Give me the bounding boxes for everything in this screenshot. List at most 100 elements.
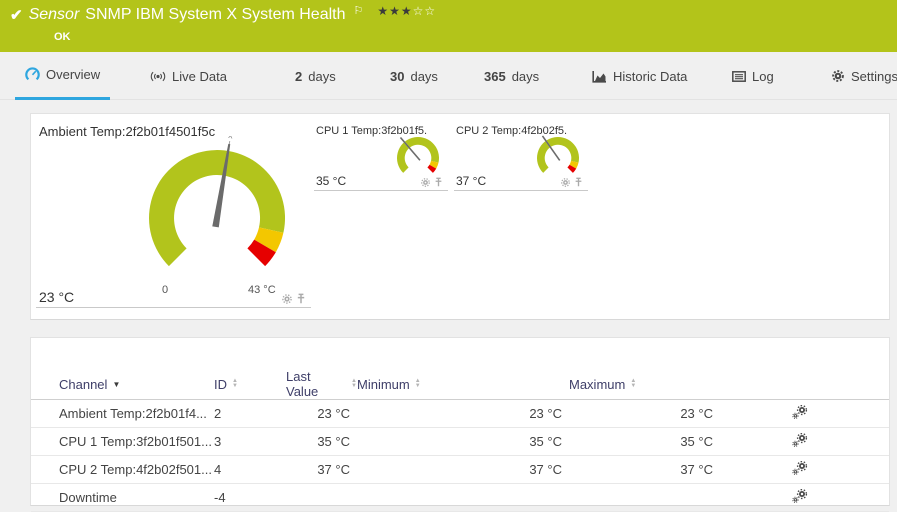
gauge-title: CPU 2 Temp:4f2b02f5...: [456, 125, 568, 137]
channel-id: 2: [214, 399, 286, 428]
gauge-value: 23 °C: [39, 289, 75, 305]
channel-settings-gears-icon[interactable]: [792, 460, 808, 478]
maximum-value: [569, 483, 720, 512]
axis-max-label: 43 °C: [248, 284, 276, 296]
channel-id: 4: [214, 455, 286, 484]
gauge-title: Ambient Temp:2f2b01f4501f5c: [39, 124, 216, 139]
average-marker: x̄: [228, 136, 235, 141]
table-row: Ambient Temp:2f2b01f4... 2 23 °C 23 °C 2…: [31, 399, 889, 428]
column-header-last-value[interactable]: Last Value ▲ ▼: [286, 369, 357, 399]
pin-primary-channel-icon[interactable]: [296, 293, 306, 305]
channel-name: Downtime: [31, 483, 214, 512]
table-row: Downtime -4: [31, 483, 889, 512]
gauges-panel: Ambient Temp:2f2b01f4501f5c x̄ 0 43 °C 2…: [30, 113, 890, 320]
historic-chart-icon: [592, 70, 606, 83]
status-badge: OK: [54, 31, 71, 43]
object-kind-label: Sensor: [28, 6, 80, 23]
sort-icon: ▲ ▼: [414, 378, 421, 389]
maximum-value: 23 °C: [569, 399, 720, 428]
tab-label-number: 365: [484, 68, 506, 84]
minimum-value: 23 °C: [357, 399, 569, 428]
tab-label: days: [308, 68, 336, 84]
column-header-maximum[interactable]: Maximum ▲ ▼: [569, 376, 637, 392]
stars-empty[interactable]: ☆☆: [412, 4, 437, 18]
pin-primary-channel-icon[interactable]: [574, 177, 583, 188]
gauge-needle: [212, 143, 231, 228]
gauge-value: 37 °C: [456, 174, 487, 188]
minimum-value: [357, 483, 569, 512]
minimum-value: 37 °C: [357, 455, 569, 484]
table-row: CPU 1 Temp:3f2b01f501... 3 35 °C 35 °C 3…: [31, 427, 889, 456]
tab-label: Historic Data: [613, 68, 688, 84]
ok-check-icon: ✔: [10, 7, 23, 24]
tab-365-days[interactable]: 365 days: [484, 52, 539, 100]
column-header-minimum[interactable]: Minimum ▲ ▼: [357, 376, 421, 392]
ambient-temp-gauge: x̄: [149, 136, 286, 267]
channel-settings-gears-icon[interactable]: [792, 488, 808, 506]
last-value: 23 °C: [286, 399, 357, 428]
tab-settings[interactable]: Settings: [831, 52, 897, 100]
last-value: [286, 483, 357, 512]
gauge-cpu2-temp: CPU 2 Temp:4f2b02f5... 37 °C: [454, 120, 588, 191]
channel-id: -4: [214, 483, 286, 512]
tab-label-number: 2: [295, 68, 303, 84]
live-data-icon: [150, 71, 166, 81]
tab-log[interactable]: Log: [732, 52, 774, 100]
tab-label: days: [410, 68, 438, 84]
tab-label: Settings: [851, 68, 897, 84]
cpu1-temp-gauge: [397, 136, 440, 173]
tab-label: days: [511, 68, 540, 84]
channel-settings-gears-icon[interactable]: [792, 432, 808, 450]
channel-settings-gear-icon[interactable]: [420, 177, 431, 188]
maximum-value: 35 °C: [569, 427, 720, 456]
pin-primary-channel-icon[interactable]: [434, 177, 443, 188]
tab-2-days[interactable]: 2 days: [295, 52, 336, 100]
gauge-title: CPU 1 Temp:3f2b01f5...: [316, 125, 428, 137]
last-value: 35 °C: [286, 427, 357, 456]
gauge-cpu1-temp: CPU 1 Temp:3f2b01f5... 35 °C: [314, 120, 448, 191]
sort-icon: ▲ ▼: [351, 378, 357, 389]
tab-historic-data[interactable]: Historic Data: [592, 52, 687, 100]
tab-label: Live Data: [172, 68, 227, 84]
cpu2-temp-gauge: [537, 135, 580, 173]
channel-name: CPU 2 Temp:4f2b02f501...: [31, 455, 214, 484]
gauge-value: 35 °C: [316, 174, 347, 188]
channel-id: 3: [214, 427, 286, 456]
tab-label-number: 30: [390, 68, 405, 84]
tab-label: Overview: [46, 67, 101, 82]
stars-filled[interactable]: ★★★: [377, 4, 413, 18]
tab-overview[interactable]: Overview: [15, 52, 111, 100]
tab-30-days[interactable]: 30 days: [390, 52, 438, 100]
priority-flag-icon[interactable]: ⚐: [353, 4, 364, 17]
channel-settings-gears-icon[interactable]: [792, 404, 808, 422]
tab-live-data[interactable]: Live Data: [150, 52, 227, 100]
minimum-value: 35 °C: [357, 427, 569, 456]
tab-bar: Overview Live Data 2 days 30 days 365 da…: [0, 52, 897, 100]
tab-label: Log: [752, 68, 774, 84]
column-header-id[interactable]: ID ▲ ▼: [214, 376, 238, 392]
channel-settings-gear-icon[interactable]: [281, 293, 293, 305]
sort-icon: ▲ ▼: [630, 378, 637, 389]
channel-name: Ambient Temp:2f2b01f4...: [31, 399, 214, 428]
gauge-needle: [399, 136, 421, 161]
gauge-icon: [25, 67, 40, 81]
log-list-icon: [732, 70, 746, 82]
sort-desc-icon: ▼: [112, 379, 121, 389]
axis-min-label: 0: [162, 284, 169, 296]
last-value: 37 °C: [286, 455, 357, 484]
table-row: CPU 2 Temp:4f2b02f501... 4 37 °C 37 °C 3…: [31, 455, 889, 484]
gauge-needle: [541, 135, 561, 161]
sensor-title: SNMP IBM System X System Health: [85, 6, 346, 23]
gear-icon: [832, 70, 844, 82]
priority-stars[interactable]: ★★★☆☆: [377, 4, 436, 18]
channel-settings-gear-icon[interactable]: [560, 177, 571, 188]
column-header-channel[interactable]: Channel ▼: [59, 376, 121, 392]
channel-name: CPU 1 Temp:3f2b01f501...: [31, 427, 214, 456]
sort-icon: ▲ ▼: [232, 378, 238, 389]
maximum-value: 37 °C: [569, 455, 720, 484]
table-header-row: Channel ▼ ID ▲ ▼ Last Value ▲ ▼ Minimum ▲ ▼ Max…: [31, 369, 889, 400]
sensor-status-header: ✔ Sensor SNMP IBM System X System Health…: [0, 0, 897, 52]
channel-table: Channel ▼ ID ▲ ▼ Last Value ▲ ▼ Minimum ▲ ▼ Max…: [31, 369, 889, 512]
gauge-ambient-temp: Ambient Temp:2f2b01f4501f5c x̄ 0 43 °C 2…: [36, 122, 311, 308]
channel-table-panel: Channel ▼ ID ▲ ▼ Last Value ▲ ▼ Minimum ▲ ▼ Max…: [30, 337, 890, 512]
